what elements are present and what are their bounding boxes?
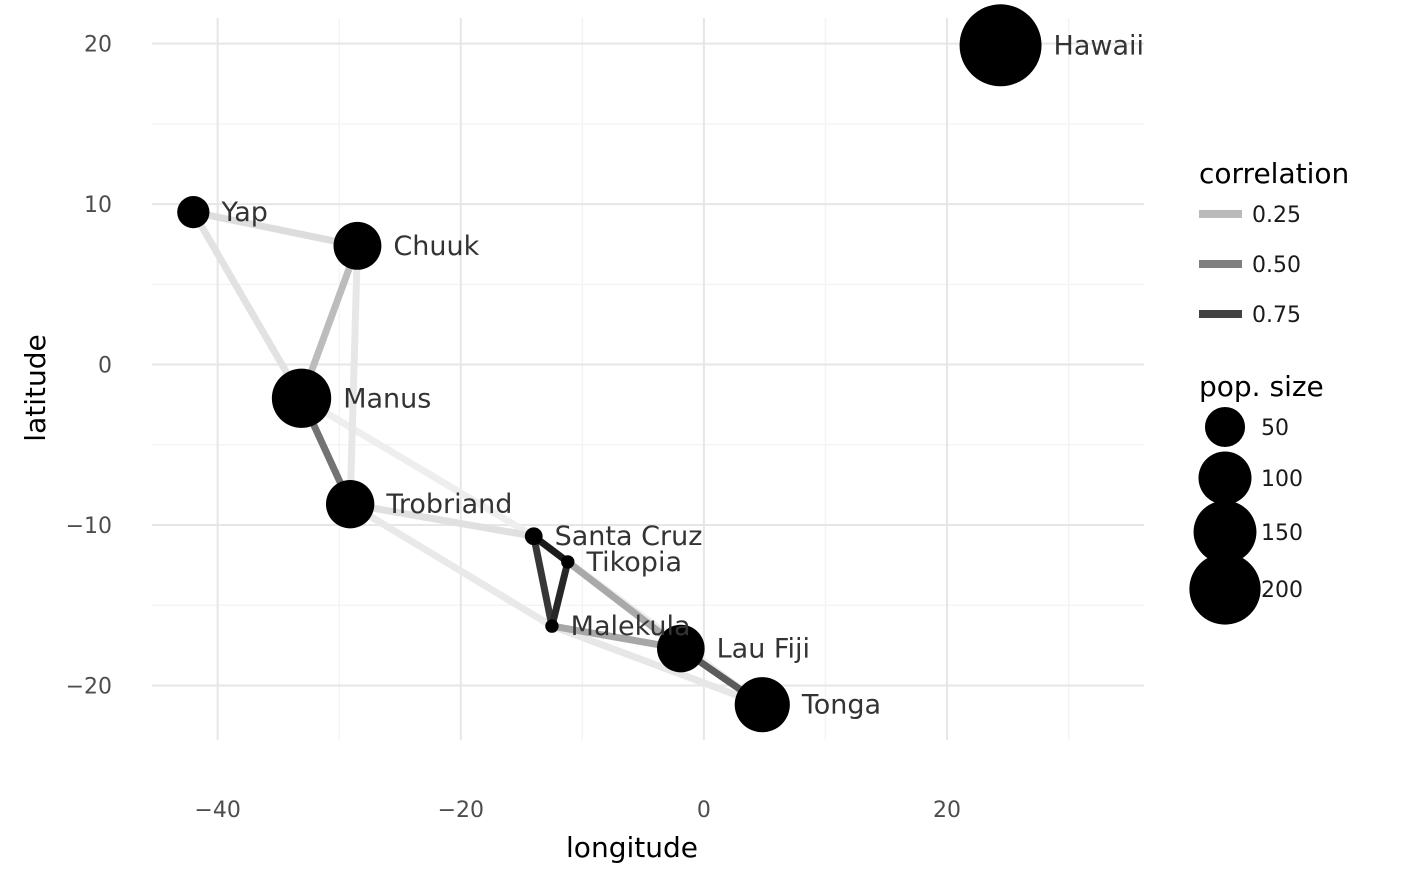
y-tick-label: 10 [84, 193, 112, 218]
y-axis-tick-labels: −20 −10 0 10 20 [66, 33, 112, 700]
legend-correlation-label: 0.50 [1252, 253, 1301, 278]
x-tick-label: −20 [438, 798, 484, 823]
point-manus [271, 368, 332, 428]
legend-pop-size-swatch [1198, 451, 1252, 505]
point-label-manus: Manus [343, 383, 431, 414]
edge-manus-santa-cruz [298, 394, 538, 540]
legend-pop-size-label: 100 [1261, 467, 1303, 492]
edge-yap-chuuk [189, 208, 361, 250]
y-tick-label: −10 [66, 514, 112, 539]
point-yap [177, 195, 210, 229]
edge-chuuk-trobriand [346, 242, 361, 508]
edge-malekula-tonga [548, 622, 766, 709]
point-chuuk [333, 221, 382, 270]
point-label-tonga: Tonga [801, 690, 881, 721]
point-label-lau-fiji: Lau Fiji [717, 634, 810, 665]
point-label-hawaii: Hawaii [1054, 30, 1144, 61]
edge-malekula-santa-cruz [530, 532, 556, 630]
legend-pop-size-swatch [1193, 500, 1257, 564]
point-label-malekula: Malekula [571, 611, 691, 642]
edge-trobriand-santa-cruz [346, 500, 538, 540]
point-lau-fiji [657, 624, 705, 673]
legend-pop-size-title: pop. size [1199, 370, 1324, 403]
x-tick-label: −40 [194, 798, 240, 823]
legend-pop-size-label: 150 [1261, 521, 1303, 546]
y-tick-label: −20 [66, 674, 112, 699]
major-gridlines [152, 18, 1144, 740]
point-label-trobriand: Trobriand [385, 489, 512, 520]
point-santa-cruz [524, 527, 543, 546]
point-tikopia [561, 555, 575, 569]
x-axis-tick-labels: −40 −20 0 20 [194, 798, 961, 823]
x-tick-label: 20 [933, 798, 961, 823]
x-axis-title: longitude [566, 831, 698, 864]
legend: correlation 0.25 0.50 0.75 pop. size 50 100… [1189, 157, 1349, 625]
point-label-tikopia: Tikopia [585, 547, 682, 578]
point-tonga [734, 677, 790, 733]
legend-pop-size-swatch [1204, 406, 1246, 448]
point-label-santa-cruz: Santa Cruz [555, 521, 703, 552]
y-axis-title: latitude [19, 334, 52, 441]
legend-pop-size-label: 200 [1261, 578, 1303, 603]
legend-correlation-items: 0.25 0.50 0.75 [1199, 203, 1301, 328]
edge-yap-manus [189, 208, 306, 402]
x-tick-label: 0 [697, 798, 711, 823]
legend-pop-size-swatch [1189, 553, 1261, 625]
point-label-chuuk: Chuuk [393, 231, 479, 262]
y-tick-label: 0 [98, 354, 112, 379]
edge-malekula-tikopia [548, 558, 572, 630]
legend-correlation-title: correlation [1199, 157, 1349, 190]
minor-gridlines [152, 18, 1144, 740]
legend-correlation-label: 0.25 [1252, 203, 1301, 228]
y-tick-label: 20 [84, 33, 112, 58]
edge-trobriand-malekula [346, 500, 556, 630]
legend-correlation-label: 0.75 [1252, 303, 1301, 328]
legend-pop-size-items: 50 100 150 200 [1189, 406, 1303, 625]
point-malekula [545, 619, 559, 633]
point-trobriand [325, 479, 375, 529]
population-points [177, 4, 1042, 733]
point-hawaii [959, 4, 1042, 87]
point-label-yap: Yap [220, 197, 267, 228]
legend-pop-size-label: 50 [1261, 416, 1289, 441]
